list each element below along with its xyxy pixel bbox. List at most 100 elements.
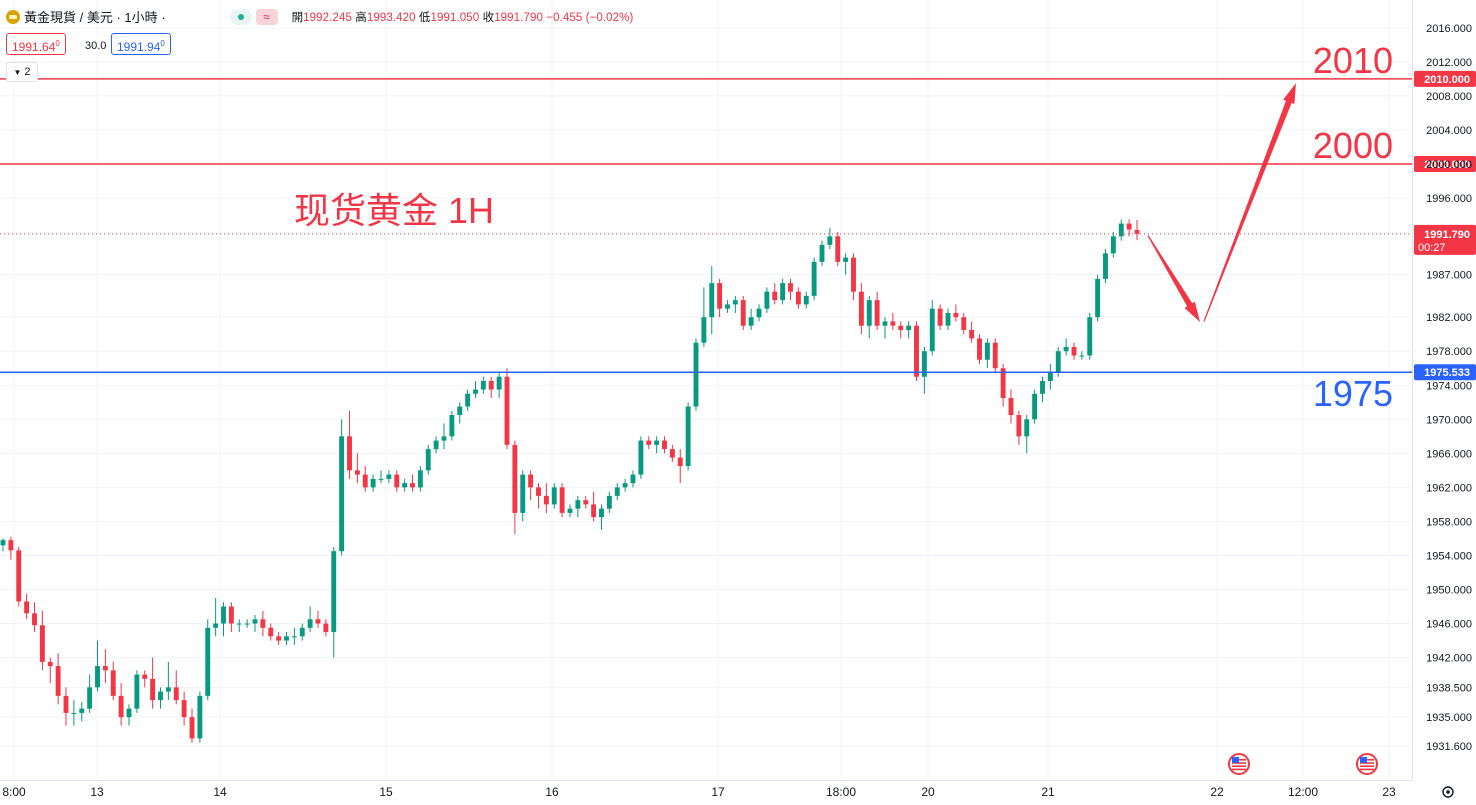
level-label: 2000 (1313, 125, 1393, 166)
indicator-count: 2 (24, 66, 31, 78)
sell-price-button[interactable]: 1991.640 (6, 33, 66, 55)
candle (803, 291, 809, 309)
candle (669, 444, 675, 462)
candle (1071, 342, 1077, 360)
candle (583, 495, 589, 509)
sell-price-sup: 0 (55, 39, 60, 48)
candle (1079, 351, 1085, 360)
candle (213, 598, 219, 637)
symbol-title[interactable]: 黃金現貨 / 美元 · 1小時 · (24, 10, 166, 25)
time-tick-label: 8:00 (2, 785, 26, 799)
candle (599, 504, 604, 530)
settings-gear-icon[interactable] (1442, 786, 1454, 798)
symbol-header: 黃金現貨 / 美元 · 1小時 · ≈ 開1992.245 高1993.420 … (6, 7, 633, 26)
us-flag-icon[interactable] (1356, 753, 1378, 775)
candle (118, 683, 124, 726)
candle (866, 295, 872, 339)
candle (110, 661, 116, 701)
candle (646, 436, 652, 450)
candle (425, 444, 431, 475)
candle (299, 623, 305, 641)
candle (819, 240, 825, 267)
candle (740, 295, 746, 330)
price-tick-label: 1950.000 (1426, 585, 1472, 597)
candle (410, 474, 415, 492)
time-tick-label: 15 (379, 785, 393, 799)
candle (520, 470, 526, 522)
candle (764, 287, 770, 313)
candle (87, 674, 93, 713)
candle (1110, 232, 1116, 258)
level-axis-label: 1975.533 (1424, 367, 1470, 379)
candle (402, 478, 408, 492)
projection-arrow (1147, 83, 1296, 322)
candle (685, 402, 691, 471)
candle (937, 304, 943, 330)
us-flag-icon[interactable] (1228, 753, 1250, 775)
price-tick-label: 1931.600 (1426, 741, 1472, 753)
price-tick-label: 1966.000 (1426, 448, 1472, 460)
candle (307, 606, 313, 633)
bar-countdown: 00:27 (1418, 242, 1446, 254)
candle (914, 321, 919, 382)
candle (693, 338, 699, 411)
candle (858, 283, 864, 335)
candle (1095, 274, 1101, 322)
candle (181, 691, 187, 726)
candle (780, 278, 786, 305)
time-tick-label: 13 (90, 785, 104, 799)
candle (24, 593, 30, 620)
candle (473, 381, 478, 399)
candle (890, 312, 896, 330)
candle (150, 657, 156, 709)
candle (969, 321, 975, 343)
buy-price-button[interactable]: 1991.940 (111, 33, 171, 55)
candle (158, 687, 163, 709)
candle (0, 538, 6, 552)
event-flags[interactable] (1228, 753, 1378, 775)
candle (173, 670, 179, 705)
candle (638, 436, 644, 479)
candle (811, 257, 817, 301)
candle (142, 670, 148, 688)
candle (677, 449, 683, 484)
price-axis[interactable]: 2016.000 2012.000 2008.000 2004.000 2000.000… (1412, 0, 1473, 780)
price-tick-label: 1958.000 (1426, 516, 1472, 528)
candle (551, 483, 557, 509)
market-status-button[interactable] (229, 8, 252, 25)
candle (126, 704, 132, 726)
time-axis[interactable]: 8:00 13 14 15 16 17 18:00 20 21 22 12:00 23 (0, 780, 1454, 800)
price-tick-label: 1962.000 (1426, 482, 1472, 494)
candle (1040, 376, 1045, 403)
candle (417, 466, 423, 492)
candle (189, 708, 195, 743)
candle (984, 338, 990, 369)
price-tick-label: 2012.000 (1426, 57, 1472, 69)
spread-value: 30.0 (80, 36, 112, 56)
candle (347, 410, 352, 479)
candle (284, 632, 289, 645)
candle (1103, 249, 1108, 284)
candle (276, 632, 282, 645)
candle (906, 321, 912, 339)
price-tick-label: 2004.000 (1426, 125, 1472, 137)
indicator-toggle[interactable]: ▼ 2 (6, 62, 38, 82)
candle (654, 436, 660, 454)
candle (32, 602, 37, 633)
time-tick-label: 21 (1041, 785, 1055, 799)
candle (945, 308, 951, 330)
candle (315, 610, 321, 628)
candle (323, 619, 329, 637)
candle (559, 483, 565, 518)
last-price-label: 1991.790 (1424, 229, 1470, 241)
chart-grid (0, 0, 1410, 780)
candle (953, 304, 959, 322)
market-status-dot-icon (237, 13, 244, 20)
candle (835, 232, 841, 267)
candle (748, 308, 754, 330)
level-axis-tag (1414, 70, 1476, 87)
candle (244, 619, 250, 628)
wave-icon[interactable]: ≈ (255, 8, 278, 25)
candle (701, 287, 707, 347)
